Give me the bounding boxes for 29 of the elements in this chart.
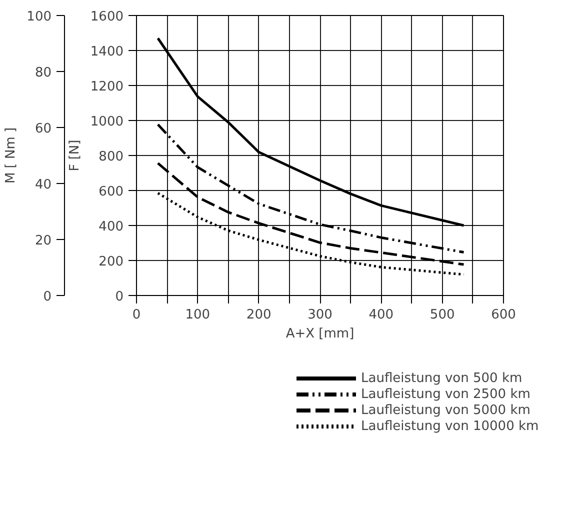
y2-tick-label: 40	[34, 178, 52, 192]
legend-label: Laufleistung von 5000 km	[361, 402, 530, 418]
y2-tick-label: 80	[34, 66, 52, 80]
y-tick-label: 600	[98, 184, 124, 200]
x-tick-label: 200	[246, 308, 272, 322]
y-tick-label: 0	[115, 290, 124, 304]
x-tick-label: 500	[430, 308, 455, 322]
y-tick-label: 1400	[90, 44, 124, 60]
y2-tick-label: 20	[34, 234, 52, 248]
legend-label: Laufleistung von 500 km	[361, 370, 522, 386]
y2-tick-label: 0	[43, 290, 52, 304]
y-tick-label: 1600	[90, 10, 124, 24]
y-axis-title: F [N]	[67, 140, 82, 172]
y2-tick-label: 100	[26, 10, 52, 24]
y-tick-label: 200	[98, 254, 124, 270]
x-axis-title: A+X [mm]	[286, 326, 354, 342]
y-tick-label: 400	[98, 220, 124, 234]
y-tick-label: 1000	[90, 114, 124, 130]
legend-label: Laufleistung von 10000 km	[361, 418, 539, 434]
x-tick-label: 0	[132, 308, 141, 322]
x-tick-label: 400	[368, 308, 394, 322]
y2-axis-title: M [ Nm ]	[4, 127, 19, 184]
y2-tick-label: 60	[34, 122, 52, 136]
x-tick-label: 100	[185, 308, 210, 322]
y-tick-label: 1200	[90, 80, 124, 94]
legend-label: Laufleistung von 2500 km	[361, 386, 530, 402]
x-tick-label: 600	[491, 308, 516, 322]
x-tick-label: 300	[308, 308, 332, 322]
y-tick-label: 800	[98, 150, 124, 164]
